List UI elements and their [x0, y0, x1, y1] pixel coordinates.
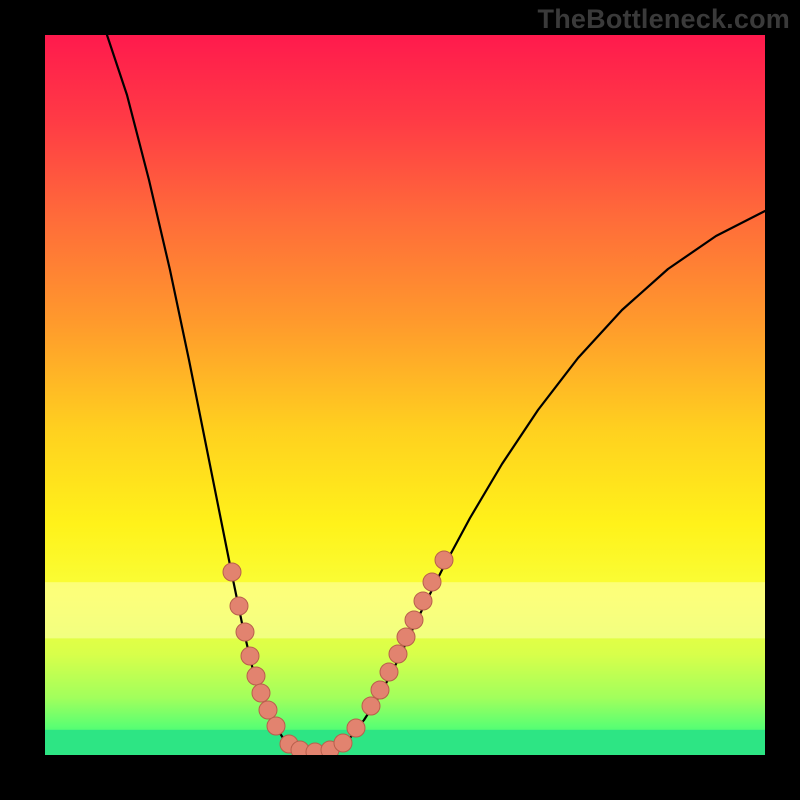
marker	[397, 628, 415, 646]
marker	[405, 611, 423, 629]
chart-container: TheBottleneck.com	[0, 0, 800, 800]
marker	[236, 623, 254, 641]
marker	[435, 551, 453, 569]
marker	[334, 734, 352, 752]
plot-svg	[0, 0, 800, 800]
marker	[247, 667, 265, 685]
marker	[230, 597, 248, 615]
green-band	[45, 730, 765, 755]
marker	[223, 563, 241, 581]
marker	[414, 592, 432, 610]
marker	[371, 681, 389, 699]
marker	[362, 697, 380, 715]
marker	[380, 663, 398, 681]
marker	[267, 717, 285, 735]
marker	[347, 719, 365, 737]
watermark-text: TheBottleneck.com	[538, 4, 790, 35]
marker	[389, 645, 407, 663]
marker	[252, 684, 270, 702]
marker	[259, 701, 277, 719]
marker	[423, 573, 441, 591]
marker	[241, 647, 259, 665]
